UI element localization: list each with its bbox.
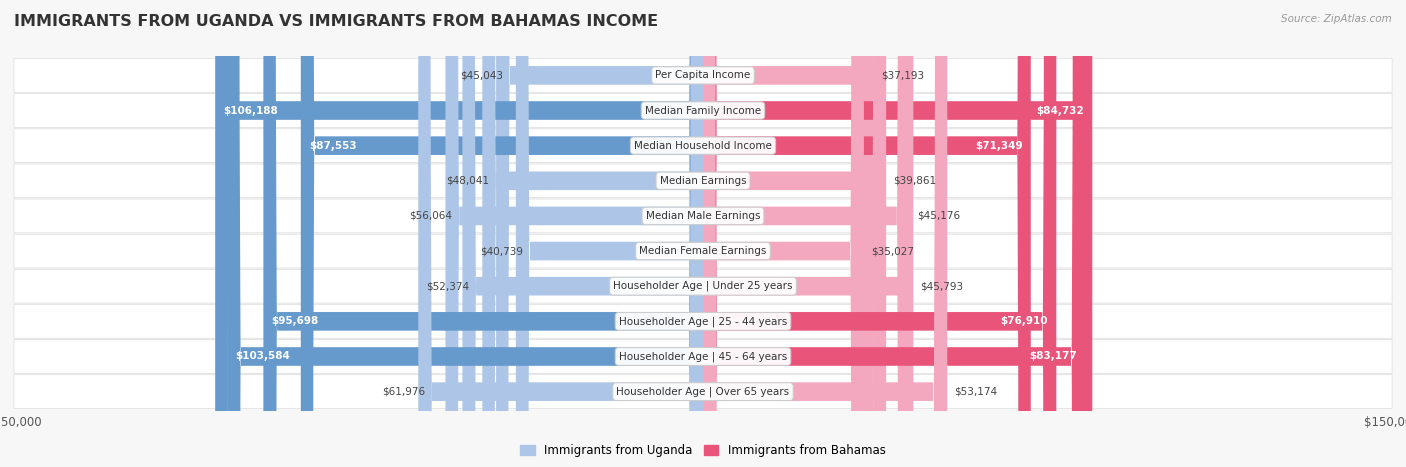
Text: Householder Age | Over 65 years: Householder Age | Over 65 years — [616, 386, 790, 397]
Text: $84,732: $84,732 — [1036, 106, 1084, 115]
FancyBboxPatch shape — [14, 234, 1392, 268]
Text: $76,910: $76,910 — [1001, 316, 1047, 326]
Text: $95,698: $95,698 — [271, 316, 319, 326]
Text: IMMIGRANTS FROM UGANDA VS IMMIGRANTS FROM BAHAMAS INCOME: IMMIGRANTS FROM UGANDA VS IMMIGRANTS FRO… — [14, 14, 658, 29]
FancyBboxPatch shape — [703, 0, 911, 467]
FancyBboxPatch shape — [703, 0, 875, 467]
Text: $71,349: $71,349 — [974, 141, 1022, 151]
Text: $45,176: $45,176 — [918, 211, 960, 221]
FancyBboxPatch shape — [703, 0, 1092, 467]
Text: $52,374: $52,374 — [426, 281, 470, 291]
FancyBboxPatch shape — [419, 0, 703, 467]
FancyBboxPatch shape — [14, 269, 1392, 303]
FancyBboxPatch shape — [482, 0, 703, 467]
Text: Householder Age | 45 - 64 years: Householder Age | 45 - 64 years — [619, 351, 787, 362]
Text: $106,188: $106,188 — [224, 106, 278, 115]
FancyBboxPatch shape — [446, 0, 703, 467]
FancyBboxPatch shape — [14, 340, 1392, 373]
FancyBboxPatch shape — [516, 0, 703, 467]
Text: $56,064: $56,064 — [409, 211, 453, 221]
FancyBboxPatch shape — [14, 94, 1392, 127]
Text: $39,861: $39,861 — [893, 176, 936, 186]
FancyBboxPatch shape — [301, 0, 703, 467]
FancyBboxPatch shape — [14, 129, 1392, 163]
Text: $103,584: $103,584 — [235, 352, 290, 361]
FancyBboxPatch shape — [703, 0, 1056, 467]
FancyBboxPatch shape — [14, 199, 1392, 233]
Text: Source: ZipAtlas.com: Source: ZipAtlas.com — [1281, 14, 1392, 24]
Text: $45,043: $45,043 — [460, 71, 503, 80]
FancyBboxPatch shape — [263, 0, 703, 467]
Text: $37,193: $37,193 — [880, 71, 924, 80]
Text: $61,976: $61,976 — [382, 387, 425, 396]
Text: Householder Age | 25 - 44 years: Householder Age | 25 - 44 years — [619, 316, 787, 326]
Legend: Immigrants from Uganda, Immigrants from Bahamas: Immigrants from Uganda, Immigrants from … — [516, 439, 890, 462]
FancyBboxPatch shape — [14, 58, 1392, 92]
Text: Median Female Earnings: Median Female Earnings — [640, 246, 766, 256]
Text: $87,553: $87,553 — [309, 141, 357, 151]
Text: Householder Age | Under 25 years: Householder Age | Under 25 years — [613, 281, 793, 291]
FancyBboxPatch shape — [703, 0, 1085, 467]
FancyBboxPatch shape — [215, 0, 703, 467]
Text: Per Capita Income: Per Capita Income — [655, 71, 751, 80]
Text: Median Household Income: Median Household Income — [634, 141, 772, 151]
Text: $48,041: $48,041 — [446, 176, 489, 186]
Text: Median Male Earnings: Median Male Earnings — [645, 211, 761, 221]
FancyBboxPatch shape — [463, 0, 703, 467]
Text: $40,739: $40,739 — [479, 246, 523, 256]
FancyBboxPatch shape — [703, 0, 914, 467]
FancyBboxPatch shape — [703, 0, 863, 467]
FancyBboxPatch shape — [703, 0, 948, 467]
FancyBboxPatch shape — [14, 164, 1392, 198]
Text: $53,174: $53,174 — [955, 387, 997, 396]
Text: $45,793: $45,793 — [921, 281, 963, 291]
FancyBboxPatch shape — [228, 0, 703, 467]
FancyBboxPatch shape — [496, 0, 703, 467]
Text: $35,027: $35,027 — [870, 246, 914, 256]
Text: $83,177: $83,177 — [1029, 352, 1077, 361]
FancyBboxPatch shape — [14, 304, 1392, 338]
FancyBboxPatch shape — [703, 0, 886, 467]
FancyBboxPatch shape — [14, 375, 1392, 409]
Text: Median Earnings: Median Earnings — [659, 176, 747, 186]
Text: Median Family Income: Median Family Income — [645, 106, 761, 115]
FancyBboxPatch shape — [703, 0, 1031, 467]
